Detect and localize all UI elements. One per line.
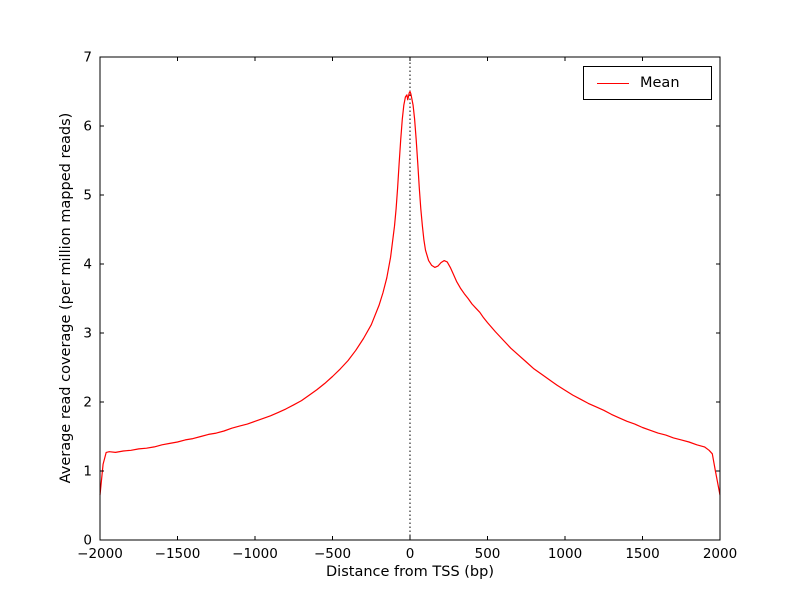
y-tick-label: 4 (83, 257, 92, 273)
y-tick-label: 0 (83, 533, 92, 549)
x-tick-label: 2000 (703, 546, 737, 562)
x-axis-label: Distance from TSS (bp) (326, 564, 494, 580)
x-tick-label: −500 (314, 546, 351, 562)
x-tick-label: 1500 (625, 546, 659, 562)
legend-label: Mean (640, 75, 680, 91)
y-tick-label: 2 (83, 395, 92, 411)
y-tick-label: 7 (83, 50, 92, 66)
x-tick-label: −1000 (232, 546, 278, 562)
y-tick-label: 5 (83, 188, 92, 204)
series-line-mean (99, 90, 721, 496)
y-tick-label: 1 (83, 464, 92, 480)
x-tick-label: −2000 (77, 546, 123, 562)
y-tick-label: 6 (83, 119, 92, 135)
y-tick-label: 3 (83, 326, 92, 342)
x-tick-label: 1000 (548, 546, 582, 562)
x-tick-label: 0 (406, 546, 415, 562)
y-axis-label: Average read coverage (per million mappe… (58, 112, 74, 484)
x-tick-label: 500 (475, 546, 501, 562)
legend: Mean (583, 66, 712, 100)
legend-line-sample (597, 82, 629, 84)
x-tick-label: −1500 (155, 546, 201, 562)
